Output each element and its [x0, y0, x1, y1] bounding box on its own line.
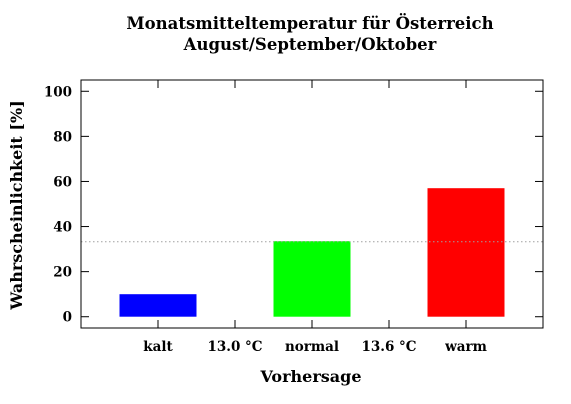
- y-tick-label: 60: [53, 174, 72, 190]
- threshold-label: 13.6 °C: [361, 339, 416, 355]
- y-axis-title: Wahrscheinlichkeit [%]: [7, 100, 26, 310]
- y-tick-label: 80: [53, 129, 72, 145]
- threshold-label: 13.0 °C: [207, 339, 262, 355]
- x-axis-title: Vorhersage: [259, 367, 361, 386]
- y-tick-label: 100: [44, 84, 72, 100]
- bar-warm: [427, 188, 505, 317]
- chart-title-line-1: Monatsmitteltemperatur für Österreich: [126, 13, 493, 33]
- chart-title-line-2: August/September/Oktober: [183, 35, 437, 54]
- bar-normal: [273, 241, 351, 317]
- bar-kalt: [119, 294, 197, 317]
- y-tick-label: 0: [63, 310, 72, 326]
- category-label-warm: warm: [444, 339, 487, 355]
- category-label-kalt: kalt: [143, 339, 173, 355]
- y-tick-label: 20: [53, 265, 72, 281]
- plot-area: 0 20 40 60 80 100 kalt normal warm 13.0 °C 13.6 °C: [44, 79, 544, 355]
- y-tick-label: 40: [53, 220, 72, 236]
- category-label-normal: normal: [285, 339, 339, 355]
